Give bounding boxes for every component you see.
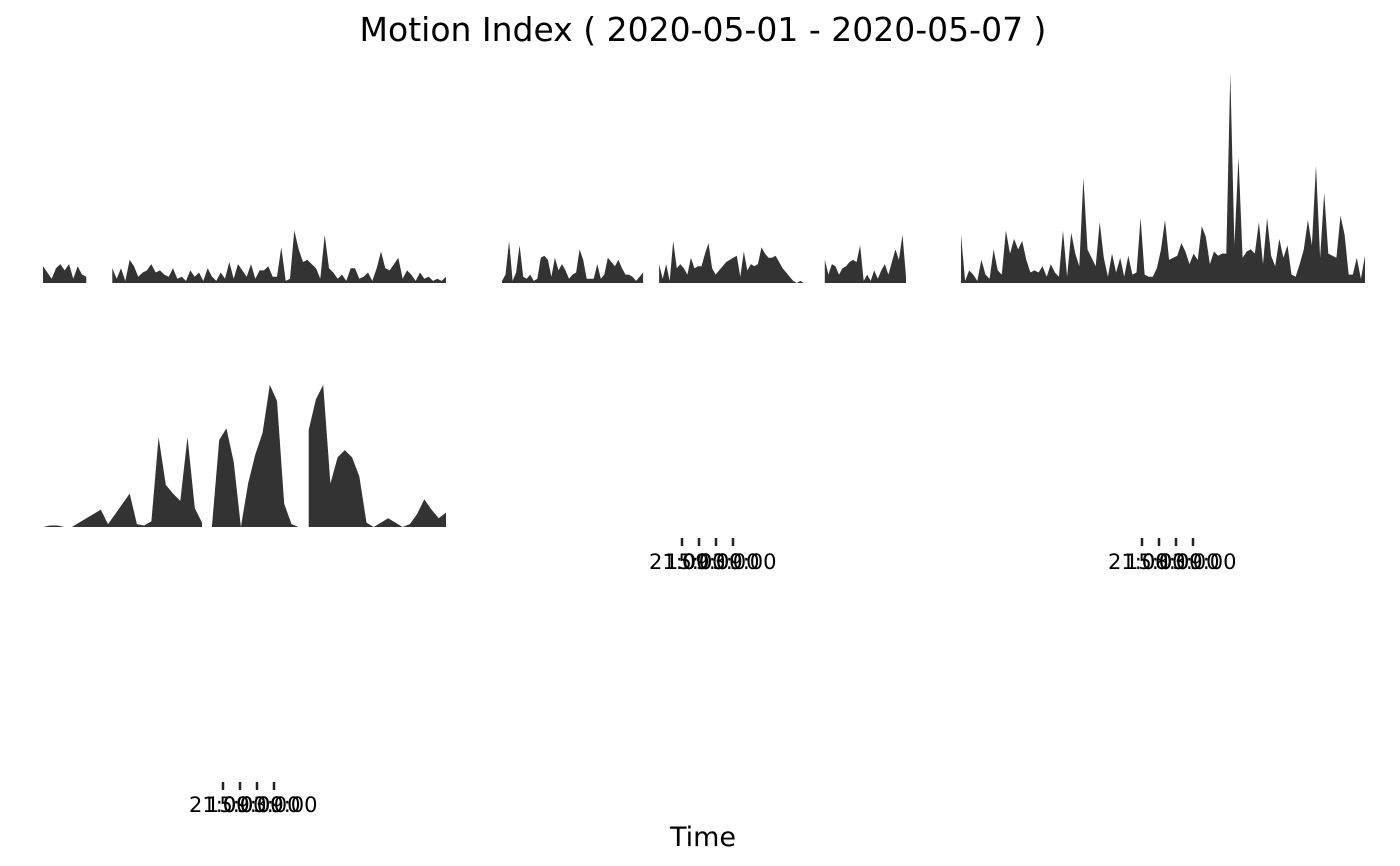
x-tick-label: 03:00 <box>1159 550 1220 574</box>
x-tick-label: 15:00 <box>1125 550 1186 574</box>
x-tick-label: 09:00 <box>1176 550 1237 574</box>
x-tick-label: 21:00 <box>189 793 250 817</box>
x-tick-label: 03:00 <box>699 550 760 574</box>
panel-1-series-segment-2 <box>112 230 447 283</box>
panel-2-series-segment-3 <box>824 234 906 283</box>
panel-2 <box>502 234 906 283</box>
panel-4-series-segment-1 <box>43 437 202 527</box>
x-tick-label: 21:00 <box>1108 550 1169 574</box>
panel-1 <box>43 230 447 283</box>
panel-2-series-segment-1 <box>502 241 644 283</box>
x-tick-label: 03:00 <box>240 793 301 817</box>
x-tick-label: 09:00 <box>223 793 284 817</box>
x-tick-label: 15:00 <box>206 793 267 817</box>
panel-2-series-segment-2 <box>659 241 811 283</box>
panel-4-series-segment-2 <box>212 384 299 527</box>
panel-4 <box>43 384 446 527</box>
panel-3 <box>961 73 1365 283</box>
x-axis-label: Time <box>669 822 736 853</box>
x-tick-label: 09:00 <box>682 550 743 574</box>
chart-title: Motion Index ( 2020-05-01 - 2020-05-07 ) <box>360 10 1047 49</box>
panel-3-series-segment-1 <box>961 73 1365 283</box>
panel-4-series-segment-3 <box>308 384 446 527</box>
x-tick-label: 21:00 <box>649 550 710 574</box>
x-tick-label: 15:00 <box>665 550 726 574</box>
x-tick-label: 08:00 <box>1142 550 1203 574</box>
x-tick-label: 09:00 <box>716 550 777 574</box>
panel-1-series-segment-1 <box>43 264 87 283</box>
x-tick-label: 09:00 <box>257 793 318 817</box>
